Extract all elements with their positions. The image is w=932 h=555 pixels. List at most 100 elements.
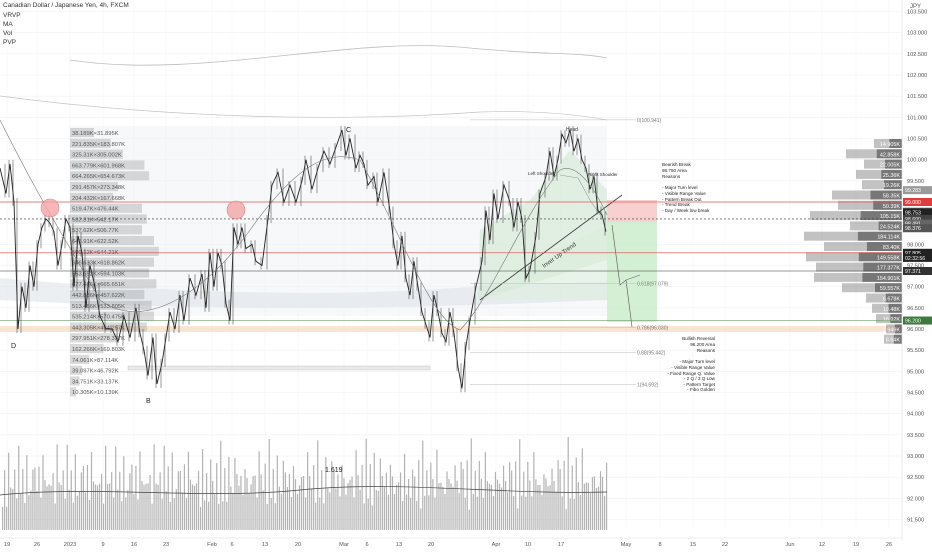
profile-bar	[70, 225, 142, 235]
volume-bar	[68, 489, 70, 530]
y-tick-label: 100.000	[907, 158, 927, 164]
profile-label: 8.64K	[886, 338, 900, 344]
volume-bar	[480, 478, 482, 530]
y-tick-label: 96.000	[907, 327, 924, 333]
volume-bar	[179, 470, 181, 530]
volume-bar	[444, 494, 446, 530]
profile-bar	[866, 293, 902, 303]
indicator-pvp[interactable]: PVP	[3, 39, 17, 46]
note-bullish-reasons: Reasons	[697, 348, 716, 353]
volume-bar	[331, 461, 333, 530]
volume-bar	[422, 440, 424, 530]
y-tick-label: 95.000	[907, 369, 924, 375]
horizontal-levels: 0(100.941) 0.618(97.079) 0.786(96.030) 0.88…	[0, 118, 902, 388]
volume-bar	[335, 488, 337, 530]
volume-bar	[157, 484, 159, 530]
volume-bar	[381, 475, 383, 530]
volume-bar	[197, 471, 200, 530]
volume-bar	[555, 491, 557, 530]
volume-bar	[309, 476, 311, 530]
profile-bar	[70, 322, 147, 332]
x-tick-label: May	[621, 542, 632, 548]
profile-label: 663.779K×601.968K	[72, 163, 125, 169]
profile-label: 58.35K	[883, 194, 900, 200]
volume-bar	[218, 503, 220, 530]
volume-bar	[222, 501, 224, 530]
volume-bar	[12, 489, 14, 530]
profile-bar	[863, 262, 902, 272]
profile-bar	[893, 334, 902, 344]
profile-label: 325.31K×305.002K	[72, 153, 122, 159]
target-zone	[607, 222, 657, 322]
note-bearish-item: - Trend Break	[662, 202, 691, 207]
profile-label: 83.40K	[883, 245, 900, 251]
fib-label: 0.88(95.442)	[637, 351, 666, 357]
volume-bar	[232, 493, 234, 530]
volume-bar	[139, 451, 141, 530]
volume-bar	[595, 488, 598, 530]
volume-bar	[357, 475, 359, 530]
volume-bar	[450, 483, 452, 530]
profile-bar	[70, 160, 145, 170]
note-bearish: Bearish Break 98.750 Area Reasons - Majo…	[662, 162, 710, 213]
profile-label: 297.951K×278.337K	[72, 336, 125, 342]
volume-bar	[575, 457, 577, 530]
volume-bar	[30, 490, 32, 530]
volume-bar	[199, 506, 202, 530]
volume-bar	[210, 459, 212, 530]
volume-bar	[333, 470, 335, 530]
profile-label: 14.905K	[880, 142, 900, 148]
x-tick-label: 10	[525, 542, 531, 548]
profile-label: 2.949K	[883, 327, 900, 333]
note-bullish-item: - Major Turn level	[680, 359, 716, 364]
y-tick-label: 103.500	[907, 10, 927, 16]
volume-bar	[599, 471, 602, 530]
volume-bar	[432, 479, 434, 530]
profile-bar	[816, 262, 902, 272]
profile-bar	[890, 314, 902, 324]
profile-bar	[70, 171, 150, 181]
volume-bar	[38, 466, 40, 530]
profile-label: 553.592K×594.103K	[72, 271, 125, 277]
trend-area	[478, 225, 607, 300]
profile-label: 204.432K×167.668K	[72, 196, 125, 202]
indicator-ma[interactable]: MA	[3, 21, 13, 28]
x-tick-label: 2023	[64, 542, 76, 548]
indicator-vol[interactable]: Vol	[3, 30, 13, 37]
volume-bar	[191, 484, 194, 530]
x-tick-label: 20	[428, 542, 434, 548]
currency-label: JPY	[910, 4, 921, 10]
price-tag-label: 99.283	[905, 188, 921, 194]
volume-bar	[561, 496, 563, 530]
profile-label: 443.305K×464.257K	[72, 325, 125, 331]
profile-label: 646.91K×622.52K	[72, 239, 119, 245]
indicator-vrvp[interactable]: VRVP	[3, 12, 21, 19]
volume-bar	[216, 463, 218, 530]
volume-bar	[484, 452, 486, 530]
price-tag	[903, 253, 932, 262]
volume-bar	[46, 486, 48, 530]
volume-bar	[286, 487, 289, 530]
profile-bar	[810, 211, 902, 221]
volume-bar	[181, 492, 183, 530]
volume-bar	[519, 439, 521, 530]
profile-bar	[824, 242, 902, 251]
volume-bar	[436, 449, 438, 530]
profile-bar	[70, 128, 94, 138]
profile-label: 6.678K	[883, 297, 900, 303]
volume-bar	[579, 494, 581, 530]
volume-bar	[355, 450, 357, 530]
profile-bar	[856, 169, 902, 179]
volume-bar	[361, 464, 363, 530]
lower-band	[0, 278, 607, 308]
volume-bar	[26, 455, 28, 530]
volume-bar	[32, 469, 34, 530]
profile-label: 59.557K	[880, 286, 900, 292]
volume-bar	[14, 469, 16, 530]
profile-label: 74.061K×87.114K	[72, 358, 118, 364]
profile-bar	[70, 354, 90, 364]
volume-bar	[266, 503, 268, 530]
volume-bar	[329, 492, 331, 530]
